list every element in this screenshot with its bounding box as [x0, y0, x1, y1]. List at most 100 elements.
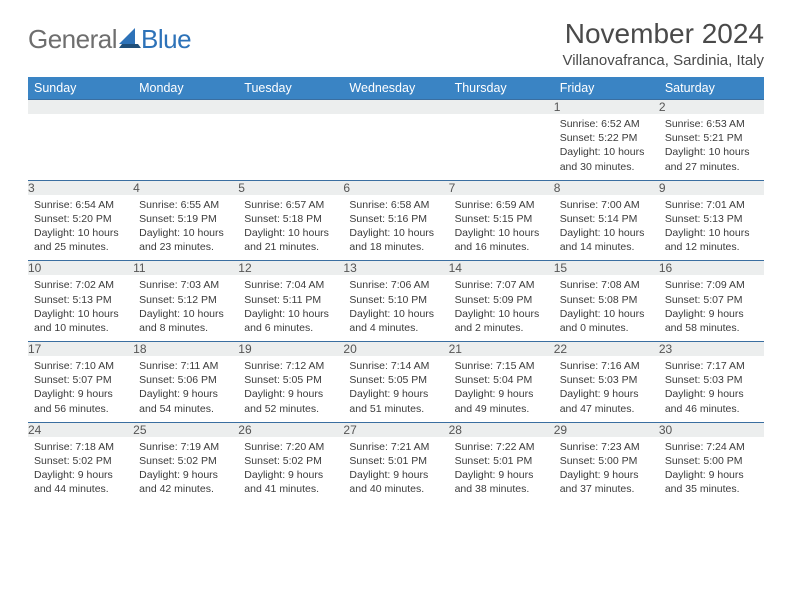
daynum-row: 3456789	[28, 180, 764, 195]
day-number: 18	[133, 342, 238, 357]
content-row: Sunrise: 7:10 AMSunset: 5:07 PMDaylight:…	[28, 356, 764, 422]
day-detail-line: Sunrise: 7:04 AM	[244, 278, 337, 292]
day-content: Sunrise: 7:24 AMSunset: 5:00 PMDaylight:…	[659, 437, 764, 503]
content-row: Sunrise: 7:02 AMSunset: 5:13 PMDaylight:…	[28, 275, 764, 341]
day-detail-line: Daylight: 10 hours	[139, 307, 232, 321]
day-detail-line: Sunset: 5:15 PM	[455, 212, 548, 226]
title-block: November 2024 Villanovafranca, Sardinia,…	[562, 18, 764, 69]
day-content: Sunrise: 7:20 AMSunset: 5:02 PMDaylight:…	[238, 437, 343, 503]
day-detail-line: Daylight: 9 hours	[34, 387, 127, 401]
day-detail-line: Daylight: 9 hours	[34, 468, 127, 482]
day-content: Sunrise: 6:52 AMSunset: 5:22 PMDaylight:…	[554, 114, 659, 180]
day-number: 1	[554, 100, 659, 115]
day-detail-line: Sunrise: 7:15 AM	[455, 359, 548, 373]
day-detail-line: Sunset: 5:02 PM	[244, 454, 337, 468]
day-content: Sunrise: 7:10 AMSunset: 5:07 PMDaylight:…	[28, 356, 133, 422]
content-row: Sunrise: 6:52 AMSunset: 5:22 PMDaylight:…	[28, 114, 764, 180]
daynum-row: 24252627282930	[28, 422, 764, 437]
day-detail-line: Sunrise: 6:54 AM	[34, 198, 127, 212]
day-detail-line: Sunrise: 7:17 AM	[665, 359, 758, 373]
day-content: Sunrise: 7:03 AMSunset: 5:12 PMDaylight:…	[133, 275, 238, 341]
day-content: Sunrise: 7:09 AMSunset: 5:07 PMDaylight:…	[659, 275, 764, 341]
day-number: 25	[133, 422, 238, 437]
day-header: Sunday	[28, 77, 133, 100]
day-number: 15	[554, 261, 659, 276]
day-number: 30	[659, 422, 764, 437]
day-number	[28, 100, 133, 115]
day-number: 3	[28, 180, 133, 195]
day-content	[343, 114, 448, 180]
day-content	[133, 114, 238, 180]
day-header: Thursday	[449, 77, 554, 100]
day-number: 16	[659, 261, 764, 276]
day-detail-line: and 23 minutes.	[139, 240, 232, 254]
day-header-row: SundayMondayTuesdayWednesdayThursdayFrid…	[28, 77, 764, 100]
brand-part2: Blue	[141, 24, 191, 55]
day-content: Sunrise: 7:23 AMSunset: 5:00 PMDaylight:…	[554, 437, 659, 503]
day-detail-line: Sunset: 5:19 PM	[139, 212, 232, 226]
day-detail-line: and 47 minutes.	[560, 402, 653, 416]
day-detail-line: Daylight: 9 hours	[349, 387, 442, 401]
day-detail-line: Sunrise: 7:06 AM	[349, 278, 442, 292]
day-detail-line: Sunset: 5:07 PM	[665, 293, 758, 307]
day-content	[28, 114, 133, 180]
day-content: Sunrise: 7:06 AMSunset: 5:10 PMDaylight:…	[343, 275, 448, 341]
day-detail-line: and 21 minutes.	[244, 240, 337, 254]
day-detail-line: and 38 minutes.	[455, 482, 548, 496]
day-detail-line: and 35 minutes.	[665, 482, 758, 496]
content-row: Sunrise: 7:18 AMSunset: 5:02 PMDaylight:…	[28, 437, 764, 503]
day-number: 12	[238, 261, 343, 276]
day-detail-line: Daylight: 9 hours	[349, 468, 442, 482]
day-number: 4	[133, 180, 238, 195]
day-detail-line: Sunset: 5:01 PM	[455, 454, 548, 468]
day-detail-line: Sunset: 5:10 PM	[349, 293, 442, 307]
day-detail-line: and 14 minutes.	[560, 240, 653, 254]
day-number: 29	[554, 422, 659, 437]
day-detail-line: Sunset: 5:18 PM	[244, 212, 337, 226]
day-detail-line: Daylight: 9 hours	[455, 387, 548, 401]
day-number: 21	[449, 342, 554, 357]
day-content: Sunrise: 7:19 AMSunset: 5:02 PMDaylight:…	[133, 437, 238, 503]
day-detail-line: Daylight: 10 hours	[34, 307, 127, 321]
sail-icon	[119, 24, 141, 55]
day-content: Sunrise: 7:11 AMSunset: 5:06 PMDaylight:…	[133, 356, 238, 422]
day-detail-line: Sunset: 5:22 PM	[560, 131, 653, 145]
day-number: 19	[238, 342, 343, 357]
day-detail-line: and 30 minutes.	[560, 160, 653, 174]
day-detail-line: Sunrise: 7:01 AM	[665, 198, 758, 212]
day-detail-line: Daylight: 10 hours	[560, 226, 653, 240]
day-detail-line: and 6 minutes.	[244, 321, 337, 335]
day-detail-line: Sunset: 5:02 PM	[139, 454, 232, 468]
day-number	[343, 100, 448, 115]
day-detail-line: Daylight: 9 hours	[139, 387, 232, 401]
day-detail-line: Sunrise: 7:03 AM	[139, 278, 232, 292]
day-number: 22	[554, 342, 659, 357]
content-row: Sunrise: 6:54 AMSunset: 5:20 PMDaylight:…	[28, 195, 764, 261]
day-number	[238, 100, 343, 115]
day-detail-line: Sunrise: 7:14 AM	[349, 359, 442, 373]
day-detail-line: Sunset: 5:11 PM	[244, 293, 337, 307]
day-detail-line: Daylight: 10 hours	[560, 145, 653, 159]
day-detail-line: and 25 minutes.	[34, 240, 127, 254]
day-number: 7	[449, 180, 554, 195]
day-number: 23	[659, 342, 764, 357]
day-header: Saturday	[659, 77, 764, 100]
day-detail-line: and 46 minutes.	[665, 402, 758, 416]
day-detail-line: and 42 minutes.	[139, 482, 232, 496]
day-detail-line: Daylight: 10 hours	[349, 226, 442, 240]
month-title: November 2024	[562, 18, 764, 50]
day-number: 24	[28, 422, 133, 437]
day-detail-line: Sunrise: 7:00 AM	[560, 198, 653, 212]
day-detail-line: Sunrise: 7:19 AM	[139, 440, 232, 454]
day-detail-line: and 4 minutes.	[349, 321, 442, 335]
day-detail-line: Daylight: 9 hours	[244, 387, 337, 401]
day-content: Sunrise: 6:59 AMSunset: 5:15 PMDaylight:…	[449, 195, 554, 261]
day-detail-line: Sunset: 5:13 PM	[665, 212, 758, 226]
day-detail-line: Daylight: 10 hours	[34, 226, 127, 240]
day-detail-line: Sunset: 5:06 PM	[139, 373, 232, 387]
day-detail-line: Daylight: 9 hours	[560, 387, 653, 401]
day-detail-line: Sunset: 5:00 PM	[560, 454, 653, 468]
day-number: 26	[238, 422, 343, 437]
day-detail-line: Sunset: 5:01 PM	[349, 454, 442, 468]
day-number: 27	[343, 422, 448, 437]
